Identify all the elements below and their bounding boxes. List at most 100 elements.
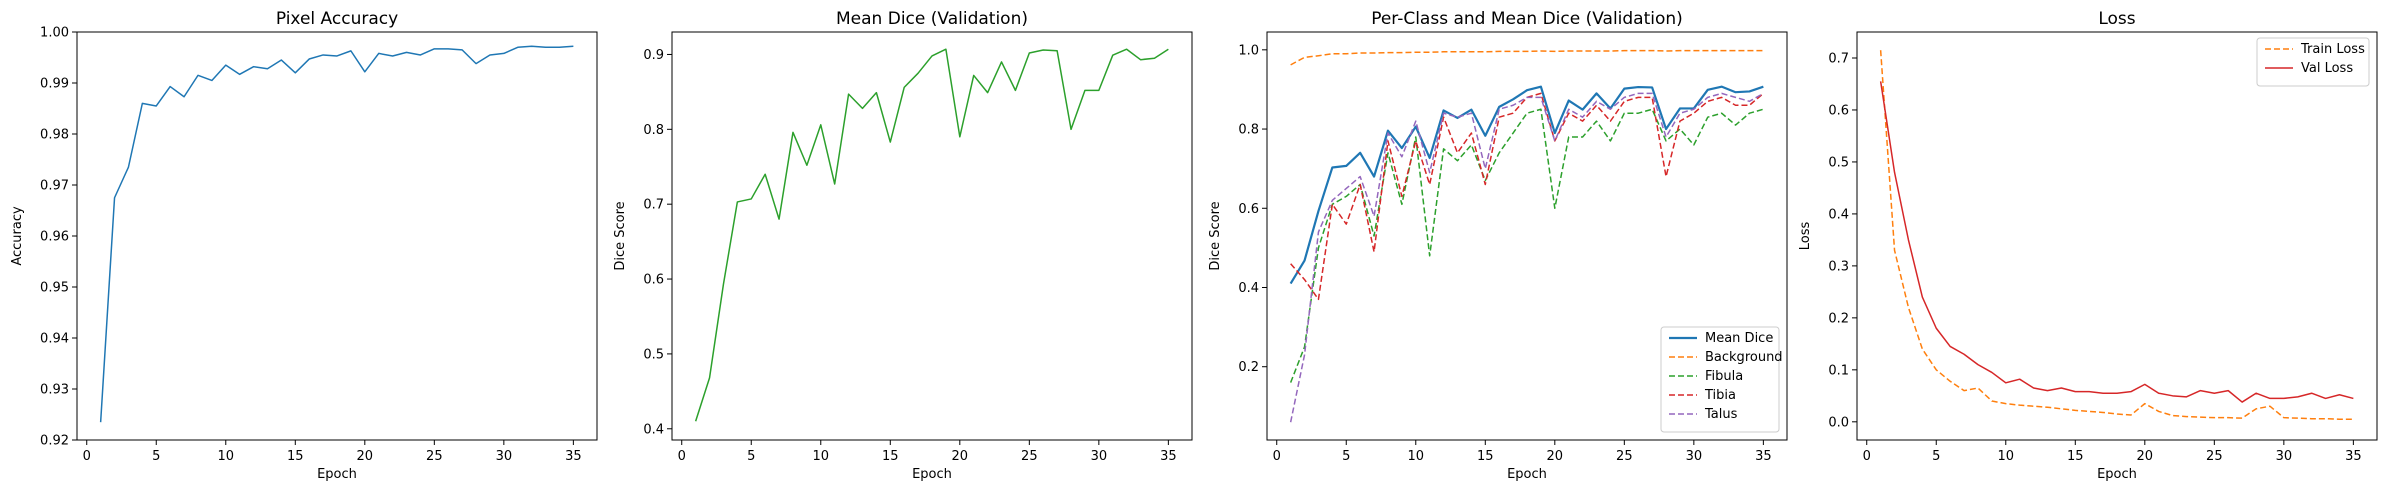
- y-tick-label: 0.2: [1828, 311, 1849, 326]
- chart-title: Pixel Accuracy: [276, 9, 398, 29]
- y-tick-label: 1.0: [1238, 43, 1259, 58]
- y-tick-label: 0.9: [643, 48, 664, 63]
- chart-panel-2: Mean Dice (Validation) 0 5 10 15 20 25 30 35 0.4 0…: [613, 9, 1193, 482]
- y-tick-label: 0.93: [40, 383, 69, 398]
- y-tick-label: 0.92: [40, 434, 69, 449]
- series-group: [99, 45, 574, 423]
- x-tick-label: 10: [1407, 449, 1424, 464]
- x-tick-label: 20: [357, 449, 374, 464]
- series-line-1: [99, 45, 574, 423]
- chart-panel-4: Loss 0 5 10 15 20 25 30 35 0.0 0.1 0.2 0.3 0.4 0.5 0.6 0…: [1798, 9, 2378, 482]
- legend-label: Mean Dice: [1705, 331, 1773, 346]
- legend-label: Val Loss: [2301, 61, 2353, 76]
- x-tick-label: 35: [1755, 449, 1772, 464]
- plot-frame: [1856, 31, 2378, 441]
- x-tick-label: 30: [496, 449, 513, 464]
- x-tick-label: 15: [1477, 449, 1494, 464]
- series-line-talus: [1289, 92, 1764, 423]
- x-tick-label: 0: [1863, 449, 1871, 464]
- series-line-fibula: [1289, 108, 1764, 383]
- y-tick-label: 0.4: [643, 422, 664, 437]
- x-tick-label: 20: [1547, 449, 1564, 464]
- x-tick-label: 5: [152, 449, 160, 464]
- x-tick-label: 0: [1273, 449, 1281, 464]
- legend-label: Talus: [1704, 407, 1738, 422]
- series-group: [1289, 49, 1764, 423]
- y-tick-label: 0.6: [643, 273, 664, 288]
- legend: Train Loss Val Loss: [2256, 37, 2370, 87]
- x-tick-label: 5: [747, 449, 755, 464]
- y-tick-label: 0.7: [643, 198, 664, 213]
- y-axis-label: Dice Score: [1208, 201, 1223, 270]
- series-line-background: [1290, 49, 1764, 66]
- y-tick-label: 0.2: [1238, 360, 1259, 375]
- legend-label: Tibia: [1704, 388, 1736, 403]
- x-tick-label: 10: [217, 449, 234, 464]
- plot-frame: [76, 31, 598, 441]
- x-axis-label: Epoch: [1507, 467, 1547, 482]
- y-tick-label: 0.5: [643, 347, 664, 362]
- y-tick-label: 0.4: [1238, 281, 1259, 296]
- x-tick-label: 35: [2345, 449, 2362, 464]
- y-axis-label: Accuracy: [10, 206, 25, 266]
- chart-panel-1: Pixel Accuracy 0 5 10 15 20 25 30 35 0.92 0.93 0.94…: [10, 9, 598, 482]
- x-axis-label: Epoch: [912, 467, 952, 482]
- y-tick-label: 0.95: [40, 281, 69, 296]
- y-tick-label: 0.97: [40, 179, 69, 194]
- x-tick-label: 15: [287, 449, 304, 464]
- plot-frame: [1266, 31, 1788, 441]
- y-tick-label: 1.00: [40, 26, 69, 41]
- x-tick-label: 5: [1342, 449, 1350, 464]
- y-tick-label: 0.1: [1828, 363, 1849, 378]
- chart-title: Loss: [2098, 9, 2135, 29]
- legend: Mean Dice Background Fibula Tibia Talus: [1660, 326, 1783, 433]
- y-tick-label: 0.4: [1828, 207, 1849, 222]
- legend-label: Background: [1705, 350, 1783, 365]
- x-tick-label: 0: [678, 449, 686, 464]
- y-tick-label: 0.98: [40, 128, 69, 143]
- chart-title: Mean Dice (Validation): [836, 9, 1028, 29]
- series-line-mean-dice: [1289, 85, 1764, 285]
- y-tick-label: 0.7: [1828, 51, 1849, 66]
- y-tick-label: 0.94: [40, 332, 69, 347]
- x-tick-label: 25: [1021, 449, 1038, 464]
- y-axis-label: Loss: [1798, 222, 1813, 251]
- legend-box: [2256, 37, 2370, 87]
- x-tick-label: 30: [1686, 449, 1703, 464]
- y-tick-label: 0.99: [40, 77, 69, 92]
- x-tick-label: 35: [1160, 449, 1177, 464]
- series-group: [694, 48, 1169, 422]
- x-tick-label: 10: [1997, 449, 2014, 464]
- chart-panel-3: Per-Class and Mean Dice (Validation) 0 5 10…: [1208, 9, 1788, 482]
- x-tick-label: 10: [812, 449, 829, 464]
- x-tick-label: 35: [565, 449, 582, 464]
- chart-title: Per-Class and Mean Dice (Validation): [1371, 9, 1683, 29]
- x-tick-label: 25: [426, 449, 443, 464]
- series-line-train-loss: [1879, 50, 2354, 420]
- x-axis-label: Epoch: [317, 467, 357, 482]
- x-tick-label: 15: [882, 449, 899, 464]
- y-axis-label: Dice Score: [613, 201, 628, 270]
- series-line-tibia: [1290, 92, 1764, 301]
- series-line-1: [694, 48, 1169, 422]
- x-tick-label: 15: [2067, 449, 2084, 464]
- legend-box: [1660, 326, 1780, 433]
- y-tick-label: 0.8: [1238, 123, 1259, 138]
- series-group: [1879, 50, 2354, 420]
- y-tick-label: 0.8: [643, 123, 664, 138]
- x-tick-label: 20: [2137, 449, 2154, 464]
- x-tick-label: 30: [1091, 449, 1108, 464]
- y-tick-label: 0.3: [1828, 259, 1849, 274]
- series-line-val-loss: [1879, 81, 2354, 403]
- x-tick-label: 25: [2206, 449, 2223, 464]
- y-tick-label: 0.96: [40, 230, 69, 245]
- legend-label: Fibula: [1705, 369, 1743, 384]
- x-tick-label: 0: [83, 449, 91, 464]
- x-tick-label: 5: [1932, 449, 1940, 464]
- y-tick-label: 0.0: [1828, 415, 1849, 430]
- y-tick-label: 0.6: [1828, 103, 1849, 118]
- plot-frame: [671, 31, 1193, 441]
- y-tick-label: 0.6: [1238, 202, 1259, 217]
- x-tick-label: 30: [2276, 449, 2293, 464]
